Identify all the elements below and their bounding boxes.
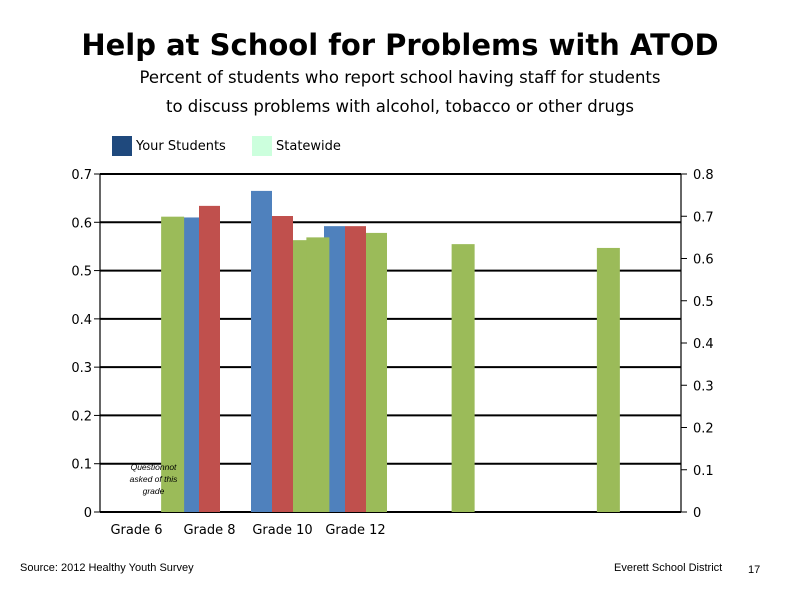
y2-tick-label: 0.2 — [693, 422, 714, 437]
secondary-bar-2 — [306, 237, 330, 512]
y-tick-label: 0 — [84, 506, 92, 521]
y-tick-label: 0.7 — [71, 168, 92, 183]
not-asked-annotation: Questionnot — [131, 462, 177, 472]
district-name: Everett School District — [614, 562, 723, 574]
legend-item-your-students: Your Students — [112, 136, 226, 156]
bar-grade-10-s2 — [272, 216, 293, 512]
y2-tick-label: 0.5 — [693, 295, 714, 310]
chart-subtitle-line-1: Percent of students who report school ha… — [139, 68, 661, 87]
legend-label-your-students: Your Students — [136, 138, 226, 154]
secondary-bar-4 — [596, 247, 620, 512]
y2-tick-label: 0.7 — [693, 210, 714, 225]
chart-title: Help at School for Problems with ATOD — [81, 28, 719, 62]
y2-tick-label: 0.4 — [693, 337, 714, 352]
y-tick-label: 0.1 — [71, 458, 92, 473]
x-tick-label: Grade 10 — [252, 523, 312, 538]
legend-item-statewide: Statewide — [252, 136, 341, 156]
y2-tick-label: 0.8 — [693, 168, 714, 183]
source-note: Source: 2012 Healthy Youth Survey — [20, 562, 194, 574]
y-tick-label: 0.6 — [71, 216, 92, 231]
x-tick-label: Grade 12 — [325, 523, 385, 538]
x-tick-label: Grade 6 — [110, 523, 162, 538]
y-tick-label: 0.4 — [71, 313, 92, 328]
legend-swatch-statewide — [252, 136, 272, 156]
y-tick-label: 0.3 — [71, 361, 92, 376]
y-tick-label: 0.2 — [71, 409, 92, 424]
y2-tick-label: 0.3 — [693, 379, 714, 394]
y-tick-label: 0.5 — [71, 265, 92, 280]
legend-swatch-your-students — [112, 136, 132, 156]
bar-grade-8-s2 — [199, 205, 220, 512]
secondary-bar-1 — [161, 216, 185, 513]
y2-tick-label: 0.6 — [693, 253, 714, 268]
y2-tick-label: 0 — [693, 506, 701, 521]
x-tick-label: Grade 8 — [183, 523, 235, 538]
not-asked-annotation: grade — [143, 486, 165, 496]
y2-tick-label: 0.1 — [693, 464, 714, 479]
not-asked-annotation: asked of this — [130, 474, 178, 484]
secondary-bar-3 — [451, 244, 475, 512]
bar-grade-10-s1 — [251, 190, 272, 512]
bar-grade-12-s2 — [345, 226, 366, 513]
page-number: 17 — [748, 564, 761, 576]
legend-label-statewide: Statewide — [276, 138, 341, 154]
bar-grade-12-s3 — [366, 232, 387, 512]
chart-subtitle-line-2: to discuss problems with alcohol, tobacc… — [165, 97, 635, 116]
